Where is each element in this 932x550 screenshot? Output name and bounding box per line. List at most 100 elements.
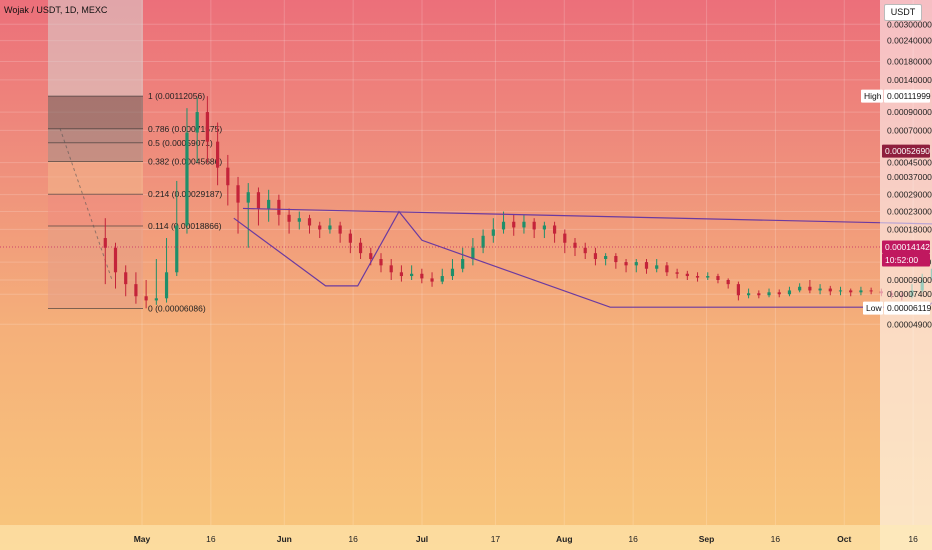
candle xyxy=(226,154,230,206)
time-tick-label: Jul xyxy=(416,534,428,544)
candle-body xyxy=(399,272,404,277)
candle xyxy=(655,259,659,273)
price-tick-label: 0.00045000 xyxy=(887,158,932,168)
candle-body xyxy=(685,273,689,277)
candle-body xyxy=(195,112,199,133)
candle-body xyxy=(134,284,138,297)
time-tick-label: Oct xyxy=(837,534,851,544)
candle-body xyxy=(226,167,230,186)
candle-body xyxy=(491,229,495,236)
candle-body xyxy=(501,221,506,230)
candle xyxy=(450,259,455,280)
fib-level-label: 0.786 (0.00071575) xyxy=(148,124,222,134)
high-tag-bg xyxy=(861,89,883,103)
candle xyxy=(808,279,812,294)
price-axis[interactable]: 0.00300000 0.00240000 0.00180000 0.00140000… xyxy=(861,0,932,550)
candle xyxy=(297,211,301,230)
candle-body xyxy=(164,272,169,299)
candle xyxy=(154,259,158,305)
price-tick-label: 0.00023000 xyxy=(887,207,932,217)
candle-body xyxy=(644,262,649,269)
fib-zone xyxy=(48,226,143,309)
candle xyxy=(573,238,577,257)
candle xyxy=(604,253,608,266)
candle xyxy=(287,208,291,234)
candle xyxy=(420,268,424,284)
time-axis-bg xyxy=(0,525,932,550)
current-price-label: 0.00014142 xyxy=(885,242,930,252)
time-tick-label: 16 xyxy=(628,534,638,544)
high-price-label-bg xyxy=(884,89,930,103)
fib-level-label: 0 (0.00006086) xyxy=(148,304,206,314)
candle xyxy=(267,189,271,222)
price-tick-label: 0.00140000 xyxy=(887,75,932,85)
currency-button[interactable]: USDT xyxy=(884,4,922,21)
low-price-label: 0.00006119 xyxy=(887,303,932,313)
candle xyxy=(736,281,740,301)
candle xyxy=(818,284,822,295)
fib-zone xyxy=(48,161,143,195)
time-axis[interactable]: May16Jun16Jul17Aug16Sep16Oct16Nov16Dec16 xyxy=(0,525,932,550)
fib-zone xyxy=(48,128,143,143)
candle xyxy=(706,272,710,280)
candle xyxy=(757,290,761,299)
candle xyxy=(236,176,240,234)
high-tag: High xyxy=(864,91,882,101)
candle xyxy=(644,259,649,274)
time-tick-label: 17 xyxy=(491,534,501,544)
price-tick-label: 0.00300000 xyxy=(887,19,932,29)
candle xyxy=(634,259,638,273)
candle-body xyxy=(471,247,475,259)
price-tick-label: 0.00007400 xyxy=(887,289,932,299)
candle xyxy=(777,289,781,298)
candle xyxy=(501,211,506,234)
candle-body xyxy=(869,290,873,292)
candle xyxy=(430,272,434,287)
candle-body xyxy=(440,276,444,282)
candle xyxy=(338,221,342,243)
candle xyxy=(379,253,383,273)
fib-zone xyxy=(48,0,143,97)
candle xyxy=(552,221,557,243)
candle xyxy=(185,108,189,234)
candle-body xyxy=(542,225,546,230)
candle xyxy=(695,272,700,282)
candle-body xyxy=(655,265,659,269)
candle-body xyxy=(563,233,567,243)
price-tick-label: 0.00018000 xyxy=(887,224,932,234)
candle xyxy=(113,242,118,289)
candle xyxy=(614,253,618,269)
candle-body xyxy=(256,192,261,209)
candle-body xyxy=(113,247,118,273)
candle-body xyxy=(675,272,679,274)
candle xyxy=(787,286,792,297)
candle-body xyxy=(614,256,618,263)
bar-countdown-label-bg xyxy=(882,253,930,267)
candle-body xyxy=(736,284,740,296)
fib-retracement[interactable]: 1.618 (0.00777545)1 (0.00112056)0.786 (0… xyxy=(48,0,222,314)
resistance-trendline[interactable] xyxy=(242,207,932,227)
grid xyxy=(0,0,932,525)
candle-body xyxy=(838,290,843,292)
candle xyxy=(583,242,587,259)
candle xyxy=(124,265,128,297)
candle-body xyxy=(287,214,291,222)
candle xyxy=(216,122,220,186)
candle-body xyxy=(328,225,332,230)
candle-body xyxy=(624,262,628,266)
fib-zone xyxy=(48,194,143,227)
candle xyxy=(665,262,669,277)
candle xyxy=(512,214,516,236)
time-tick-label: 16 xyxy=(771,534,781,544)
candle xyxy=(318,221,322,239)
price-tick-label: 0.00009000 xyxy=(887,275,932,285)
candle xyxy=(532,218,536,239)
candle xyxy=(328,218,332,234)
candle xyxy=(481,229,485,254)
fib-level-label: 0.114 (0.00018866) xyxy=(148,221,222,231)
candle-body xyxy=(512,221,516,228)
price-tick-label: 0.00180000 xyxy=(887,57,932,67)
candle xyxy=(522,214,526,234)
fib-trend-line xyxy=(59,128,113,281)
